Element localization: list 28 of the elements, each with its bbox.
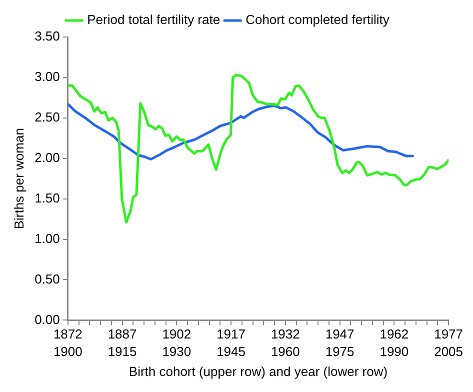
- y-tick-label: 3.50: [34, 28, 60, 44]
- y-tick-label: 0.50: [34, 271, 60, 286]
- legend-label: Cohort completed fertility: [246, 12, 390, 28]
- legend-label: Period total fertility rate: [87, 12, 220, 28]
- x-tick-label: 1900: [53, 344, 82, 360]
- x-tick-label: 1945: [216, 344, 246, 360]
- x-axis-title: Birth cohort (upper row) and year (lower row): [128, 364, 388, 379]
- x-tick-label: 1990: [380, 344, 409, 360]
- y-tick-label: 2.00: [34, 150, 60, 165]
- x2-tick-label: 1887: [108, 326, 137, 342]
- y-tick-label: 0.00: [34, 312, 60, 327]
- y-tick-label: 1.00: [34, 230, 60, 246]
- x-tick-label: 1960: [270, 344, 300, 360]
- y-axis-title: Births per woman: [11, 128, 26, 230]
- x2-tick-label: 1917: [216, 326, 246, 342]
- x-tick-label: 1915: [108, 344, 137, 360]
- x2-tick-label: 1947: [325, 326, 354, 342]
- x2-tick-label: 1872: [53, 326, 82, 342]
- x-tick-label: 1975: [325, 344, 354, 360]
- x2-tick-label: 1932: [270, 326, 300, 342]
- x2-tick-label: 1962: [380, 326, 409, 342]
- x-tick-label: 2005: [434, 344, 463, 360]
- y-tick-label: 1.50: [34, 190, 60, 206]
- x-tick-label: 1930: [162, 344, 192, 360]
- y-tick-label: 3.00: [34, 69, 60, 84]
- x2-tick-label: 1902: [162, 326, 192, 342]
- y-tick-label: 2.50: [34, 109, 60, 124]
- x2-tick-label: 1977: [434, 326, 463, 342]
